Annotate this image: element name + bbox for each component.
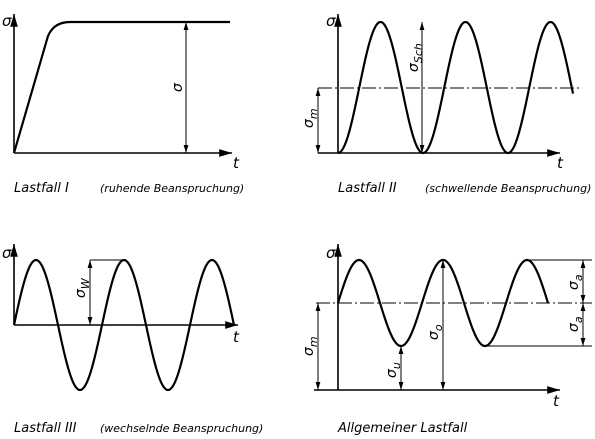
symbol: σ [426, 330, 442, 340]
panel-3: σ t σW Lastfall III (wechselnde Beanspru… [2, 244, 263, 436]
subscript: a [572, 316, 585, 323]
annotation: σW [73, 277, 92, 298]
x-axis-label: t [233, 328, 240, 346]
annotation: σSch [406, 43, 425, 72]
panel-title: Lastfall III [14, 421, 77, 436]
annotation: σ [170, 82, 186, 92]
symbol: σ [384, 368, 400, 378]
panel-title: Lastfall II [338, 181, 397, 196]
y-axis-label: σ [2, 12, 12, 30]
subscript: m [307, 108, 320, 119]
panel-title: Allgemeiner Lastfall [337, 421, 468, 436]
subscript: W [79, 277, 92, 289]
symbol: σ [301, 118, 317, 128]
symbol: σ [73, 288, 89, 298]
curve [337, 20, 575, 155]
y-axis-label: σ [326, 12, 336, 30]
panel-title: Lastfall I [14, 181, 69, 196]
panel-4: σ t σa σa σm σu σo Allgemeiner Lastfall [301, 244, 592, 436]
subscript: m [307, 336, 320, 347]
symbol: σ [301, 346, 317, 356]
y-axis-label: σ [326, 244, 336, 262]
symbol: σ [406, 62, 422, 72]
annotation: σa [566, 316, 585, 332]
panel-2: σ t σSch σm Lastfall II (schwellende Bea… [301, 12, 591, 196]
symbol: σ [170, 82, 186, 92]
panel-1: σ t σ Lastfall I (ruhende Beanspruchung) [2, 12, 244, 196]
subscript: Sch [412, 43, 425, 63]
annotation: σm [301, 336, 320, 356]
y-axis-label: σ [2, 244, 12, 262]
panel-subtitle: (schwellende Beanspruchung) [425, 182, 591, 195]
x-axis-label: t [553, 392, 560, 410]
panel-subtitle: (ruhende Beanspruchung) [100, 182, 244, 195]
annotation: σm [301, 108, 320, 128]
curve [12, 20, 230, 154]
subscript: u [390, 362, 403, 369]
symbol: σ [566, 322, 582, 332]
x-axis-label: t [233, 154, 240, 172]
panel-subtitle: (wechselnde Beanspruchung) [100, 422, 263, 435]
subscript: a [572, 274, 585, 281]
subscript: o [432, 324, 445, 331]
x-axis-label: t [557, 154, 564, 172]
annotation: σa [566, 274, 585, 290]
annotation: σu [384, 362, 403, 378]
annotation: σo [426, 324, 445, 340]
symbol: σ [566, 280, 582, 290]
